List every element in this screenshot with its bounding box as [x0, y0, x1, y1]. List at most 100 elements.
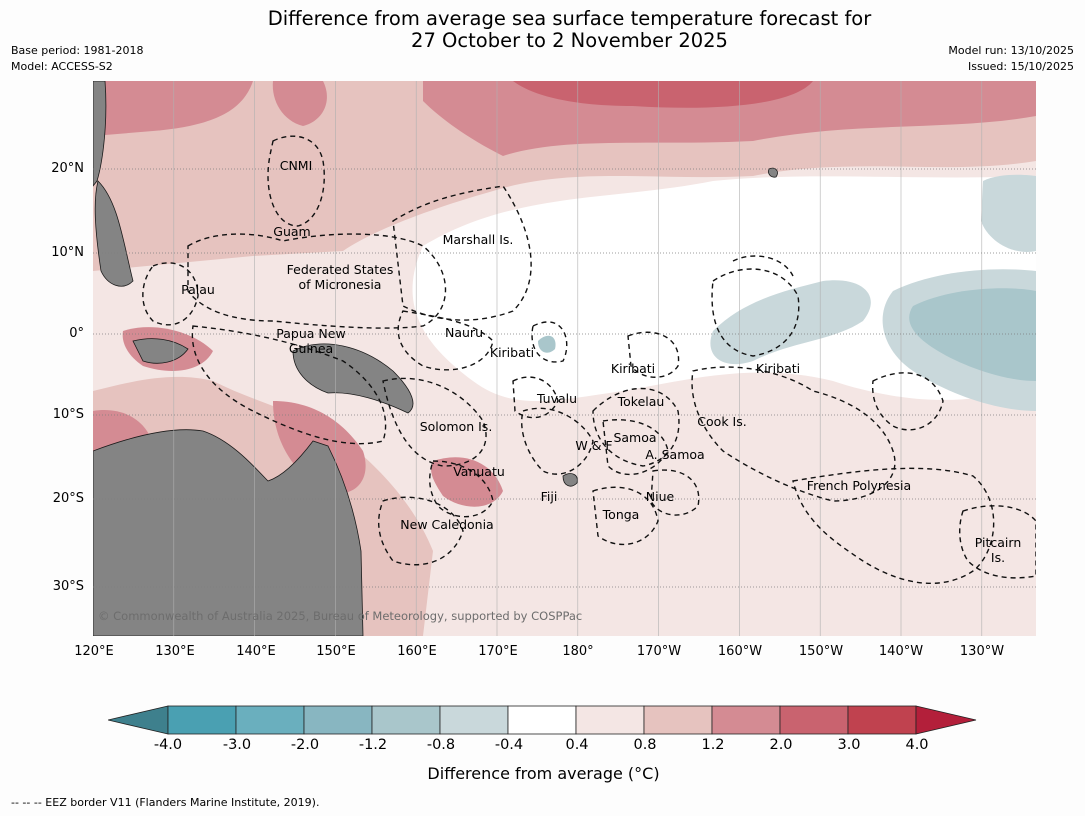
vanuatu-warm: [431, 457, 503, 507]
place-fsm-line1: Federated States: [286, 262, 394, 277]
cb-tick-2: -2.0: [290, 737, 320, 753]
indonesia-islands: [132, 338, 189, 364]
title-line-1: Difference from average sea surface temp…: [267, 7, 872, 30]
base-period: Base period: 1981-2018: [11, 44, 144, 57]
new-guinea-landmass: [292, 343, 414, 414]
cb-tick-0: -4.0: [153, 737, 183, 753]
place-kiribati-west: Kiribati: [489, 345, 535, 360]
colorbar-segment: [507, 705, 577, 735]
place-niue: Niue: [645, 489, 675, 504]
place-vanuatu: Vanuatu: [453, 464, 505, 479]
place-pitcairn-line1: Pitcairn: [974, 535, 1022, 550]
lon-label-150e: 150°E: [316, 644, 356, 659]
cb-tick-7: 0.8: [633, 737, 657, 753]
lon-label-160w: 160°W: [717, 644, 763, 659]
lat-label-20s: 20°S: [52, 491, 84, 506]
place-kiribati-central: Kiribati: [610, 361, 656, 376]
cb-tick-11: 4.0: [905, 737, 929, 753]
issued-date: Issued: 15/10/2025: [967, 60, 1074, 73]
eez-borders: [142, 135, 1036, 585]
cool-patch-ne: [981, 174, 1036, 252]
meta-right: Model run: 13/10/2025 Issued: 15/10/2025: [948, 43, 1074, 75]
cb-tick-5: -0.4: [494, 737, 524, 753]
lat-label-30s: 30°S: [52, 579, 84, 594]
place-guam: Guam: [273, 224, 311, 239]
sst-anomaly-map[interactable]: [93, 81, 1036, 636]
colorbar-segment: [847, 705, 917, 735]
place-kiribati-east: Kiribati: [755, 361, 801, 376]
cb-tick-3: -1.2: [358, 737, 388, 753]
cb-tick-8: 1.2: [701, 737, 725, 753]
place-wallis-futuna: W & F: [575, 438, 613, 453]
cool-patch-small: [538, 335, 556, 353]
colorbar-segment: [643, 705, 713, 735]
nw-warm-patch-2: [272, 81, 327, 126]
cool-patch-east-core: [909, 288, 1036, 381]
map-canvas: [93, 81, 1036, 636]
lat-label-20n: 20°N: [51, 161, 84, 176]
title-line-2: 27 October to 2 November 2025: [411, 29, 728, 52]
map-title: Difference from average sea surface temp…: [0, 8, 1085, 52]
model-run: Model run: 13/10/2025: [948, 44, 1074, 57]
place-png: Papua New Guinea: [276, 326, 345, 356]
lon-label-130e: 130°E: [155, 644, 195, 659]
hawaii-island: [768, 167, 778, 178]
place-png-line2: Guinea: [288, 341, 334, 356]
lon-label-150w: 150°W: [798, 644, 844, 659]
place-french-polynesia: French Polynesia: [806, 478, 912, 493]
place-nauru: Nauru: [445, 325, 483, 340]
cool-patch-central: [710, 280, 871, 365]
lon-label-140w: 140°W: [878, 644, 924, 659]
lon-label-170w: 170°W: [636, 644, 682, 659]
cb-tick-1: -3.0: [222, 737, 252, 753]
place-pitcairn-line2: Is.: [990, 550, 1006, 565]
nw-warm-patch: [93, 81, 253, 136]
meta-left: Base period: 1981-2018 Model: ACCESS-S2: [11, 43, 143, 75]
place-solomon: Solomon Is.: [419, 419, 493, 434]
model-name: Model: ACCESS-S2: [11, 60, 113, 73]
place-cook-islands: Cook Is.: [697, 414, 747, 429]
colorbar-label: Difference from average (°C): [427, 764, 660, 783]
philippines-landmass: [94, 180, 134, 287]
place-new-caledonia: New Caledonia: [400, 517, 494, 532]
colorbar-segment: [167, 705, 237, 735]
cb-tick-4: -0.8: [426, 737, 456, 753]
eez-legend-footer: -- -- -- EEZ border V11 (Flanders Marine…: [11, 796, 320, 809]
fiji-island: [562, 473, 578, 487]
longitude-gridlines: [173, 81, 983, 636]
place-png-line1: Papua New: [276, 326, 346, 341]
place-pitcairn: Pitcairn Is.: [975, 535, 1021, 565]
lon-label-160e: 160°E: [397, 644, 437, 659]
colorbar-segment: [711, 705, 781, 735]
lat-label-0: 0°: [69, 326, 84, 341]
copyright-notice: © Commonwealth of Australia 2025, Bureau…: [98, 609, 583, 623]
lat-label-10s: 10°S: [52, 407, 84, 422]
equatorial-neutral-zone: [412, 176, 1036, 401]
place-fsm: Federated States of Micronesia: [287, 262, 394, 292]
asia-coast: [93, 81, 107, 187]
colorbar-extend-high: [915, 705, 977, 735]
colorbar-segments: [108, 705, 977, 735]
colorbar: [108, 705, 977, 735]
place-fsm-line2: of Micronesia: [298, 277, 382, 292]
northern-hot-core: [513, 81, 813, 108]
lon-label-120e: 120°E: [74, 644, 114, 659]
colorbar-segment: [575, 705, 645, 735]
lon-label-130w: 130°W: [959, 644, 1005, 659]
cb-tick-9: 2.0: [769, 737, 793, 753]
colorbar-extend-low: [108, 705, 169, 735]
place-tuvalu: Tuvalu: [536, 391, 578, 406]
colorbar-segment: [439, 705, 509, 735]
colorbar-segment: [371, 705, 441, 735]
colorbar-segment: [235, 705, 305, 735]
place-samoa: Samoa: [613, 430, 657, 445]
place-palau: Palau: [181, 282, 215, 297]
lon-label-140e: 140°E: [236, 644, 276, 659]
place-tokelau: Tokelau: [617, 394, 665, 409]
place-tonga: Tonga: [602, 507, 640, 522]
place-marshall: Marshall Is.: [442, 232, 514, 247]
colorbar-segment: [303, 705, 373, 735]
place-american-samoa: A. Samoa: [645, 447, 705, 462]
lon-label-170e: 170°E: [478, 644, 518, 659]
colorbar-segment: [779, 705, 849, 735]
